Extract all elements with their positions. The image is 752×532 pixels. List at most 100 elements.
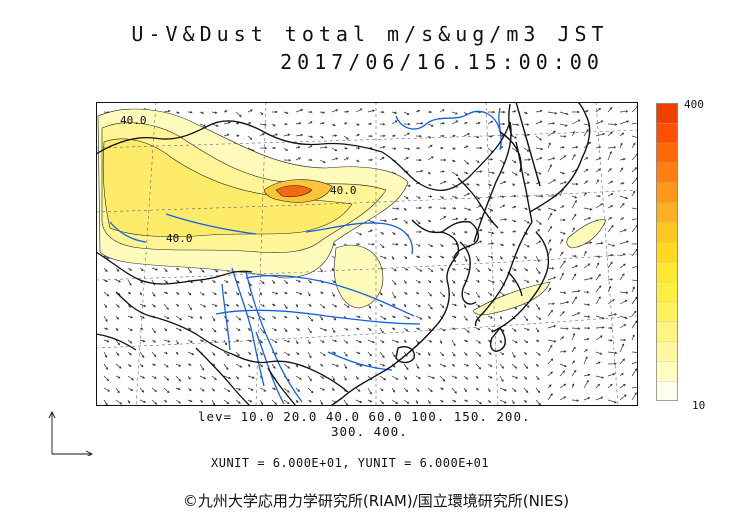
wind-vector-arrow xyxy=(307,351,312,359)
wind-vector-arrow xyxy=(511,387,517,392)
wind-vector-arrow xyxy=(607,261,613,269)
contour-label: 40.0 xyxy=(120,114,147,127)
wind-vector-arrow xyxy=(403,111,410,115)
wind-vector-arrow xyxy=(308,158,313,162)
wind-vector-arrow xyxy=(319,327,328,332)
wind-vector-arrow xyxy=(475,291,480,299)
wind-vector-arrow xyxy=(331,157,339,161)
wind-vector-arrow xyxy=(223,387,231,392)
wind-vector-arrow xyxy=(127,339,133,344)
wind-vector-arrow xyxy=(595,351,603,355)
colorbar-step xyxy=(656,261,678,283)
wind-vector-arrow xyxy=(619,110,629,113)
wind-vector-arrow xyxy=(559,327,569,330)
wind-vector-arrow xyxy=(439,363,447,368)
wind-vector-arrow xyxy=(547,157,556,161)
wind-vector-arrow xyxy=(247,399,253,403)
wind-vector-arrow xyxy=(511,110,517,113)
wind-vector-arrow xyxy=(511,351,516,359)
wind-vector-arrow xyxy=(607,373,616,377)
wind-vector-arrow xyxy=(367,351,372,357)
wind-vector-arrow xyxy=(631,243,638,245)
wind-vector-arrow xyxy=(487,291,493,296)
wind-vector-arrow xyxy=(559,135,567,138)
wind-vector-arrow xyxy=(259,315,266,321)
wind-vector-arrow xyxy=(103,387,111,392)
wind-vector-arrow xyxy=(499,387,507,392)
wind-vector-arrow xyxy=(476,146,483,150)
wind-vector-arrow xyxy=(511,363,518,369)
wind-vector-arrow xyxy=(379,156,385,161)
wind-vector-arrow xyxy=(247,291,252,297)
wind-vector-arrow xyxy=(115,327,119,332)
wind-vector-arrow xyxy=(391,231,396,235)
wind-vector-arrow xyxy=(139,291,142,296)
wind-vector-arrow xyxy=(283,327,288,333)
wind-vector-arrow xyxy=(415,109,421,113)
wind-vector-arrow xyxy=(631,386,638,389)
wind-vector-arrow xyxy=(163,375,170,381)
wind-vector-arrow xyxy=(199,303,207,308)
wind-vector-arrow xyxy=(619,120,630,125)
wind-vector-arrow xyxy=(547,207,557,212)
wind-vector-arrow xyxy=(535,279,539,283)
wind-vector-arrow xyxy=(475,363,482,370)
wind-vector-arrow xyxy=(307,121,313,125)
level-list-continued: 300. 400. xyxy=(331,424,408,439)
wind-vector-arrow xyxy=(379,291,383,296)
wind-vector-arrow xyxy=(283,399,290,405)
wind-vector-arrow xyxy=(103,363,109,370)
wind-vector-arrow xyxy=(547,339,557,343)
wind-vector-arrow xyxy=(451,195,458,199)
wind-vector-arrow xyxy=(571,289,581,293)
wind-vector-arrow xyxy=(379,351,385,359)
wind-vector-arrow xyxy=(427,399,431,404)
wind-vector-arrow xyxy=(571,265,579,269)
colorbar-step xyxy=(656,341,678,362)
wind-vector-arrow xyxy=(547,267,555,270)
wind-vector-arrow xyxy=(547,212,553,221)
wind-vector-arrow xyxy=(427,255,433,259)
wind-vector-arrow xyxy=(439,375,446,382)
wind-vector-arrow xyxy=(319,122,325,125)
wind-vector-arrow xyxy=(535,351,541,356)
wind-vector-arrow xyxy=(463,230,468,234)
wind-vector-arrow xyxy=(163,339,171,343)
wind-vector-arrow xyxy=(151,399,158,405)
wind-vector-arrow xyxy=(595,383,601,389)
wind-vector-arrow xyxy=(451,111,458,115)
wind-vector-arrow xyxy=(235,351,240,357)
wind-vector-arrow xyxy=(619,195,629,200)
wind-vector-arrow xyxy=(271,133,278,137)
wind-vector-arrow xyxy=(247,135,253,140)
wind-vector-arrow xyxy=(283,291,288,294)
wind-vector-arrow xyxy=(439,109,445,113)
wind-vector-arrow xyxy=(571,119,581,125)
wind-vector-arrow xyxy=(247,315,255,320)
wind-vector-arrow xyxy=(571,227,575,233)
wind-vector-arrow xyxy=(451,134,456,138)
wind-vector-arrow xyxy=(391,327,396,330)
wind-vector-arrow xyxy=(391,111,398,114)
wind-vector-arrow xyxy=(103,375,110,382)
wind-vector-arrow xyxy=(523,315,529,322)
wind-vector-arrow xyxy=(559,171,565,175)
wind-vector-arrow xyxy=(151,303,156,308)
wind-vector-arrow xyxy=(187,111,193,114)
wind-vector-arrow xyxy=(535,219,542,225)
colorbar-step xyxy=(656,103,678,124)
wind-vector-arrow xyxy=(403,291,408,295)
contour-label: 40.0 xyxy=(166,232,193,245)
wind-vector-arrow xyxy=(331,327,336,333)
wind-vector-arrow xyxy=(559,350,567,353)
wind-vector-arrow xyxy=(235,134,240,137)
wind-vector-arrow xyxy=(103,315,108,323)
wind-vector-arrow xyxy=(535,267,541,275)
wind-vector-arrow xyxy=(403,375,408,380)
wind-vector-arrow xyxy=(523,399,527,403)
wind-vector-arrow xyxy=(403,219,408,224)
wind-vector-arrow xyxy=(355,327,360,330)
wind-vector-arrow xyxy=(583,263,591,269)
wind-vector-arrow xyxy=(451,327,456,330)
wind-vector-arrow xyxy=(391,267,397,272)
